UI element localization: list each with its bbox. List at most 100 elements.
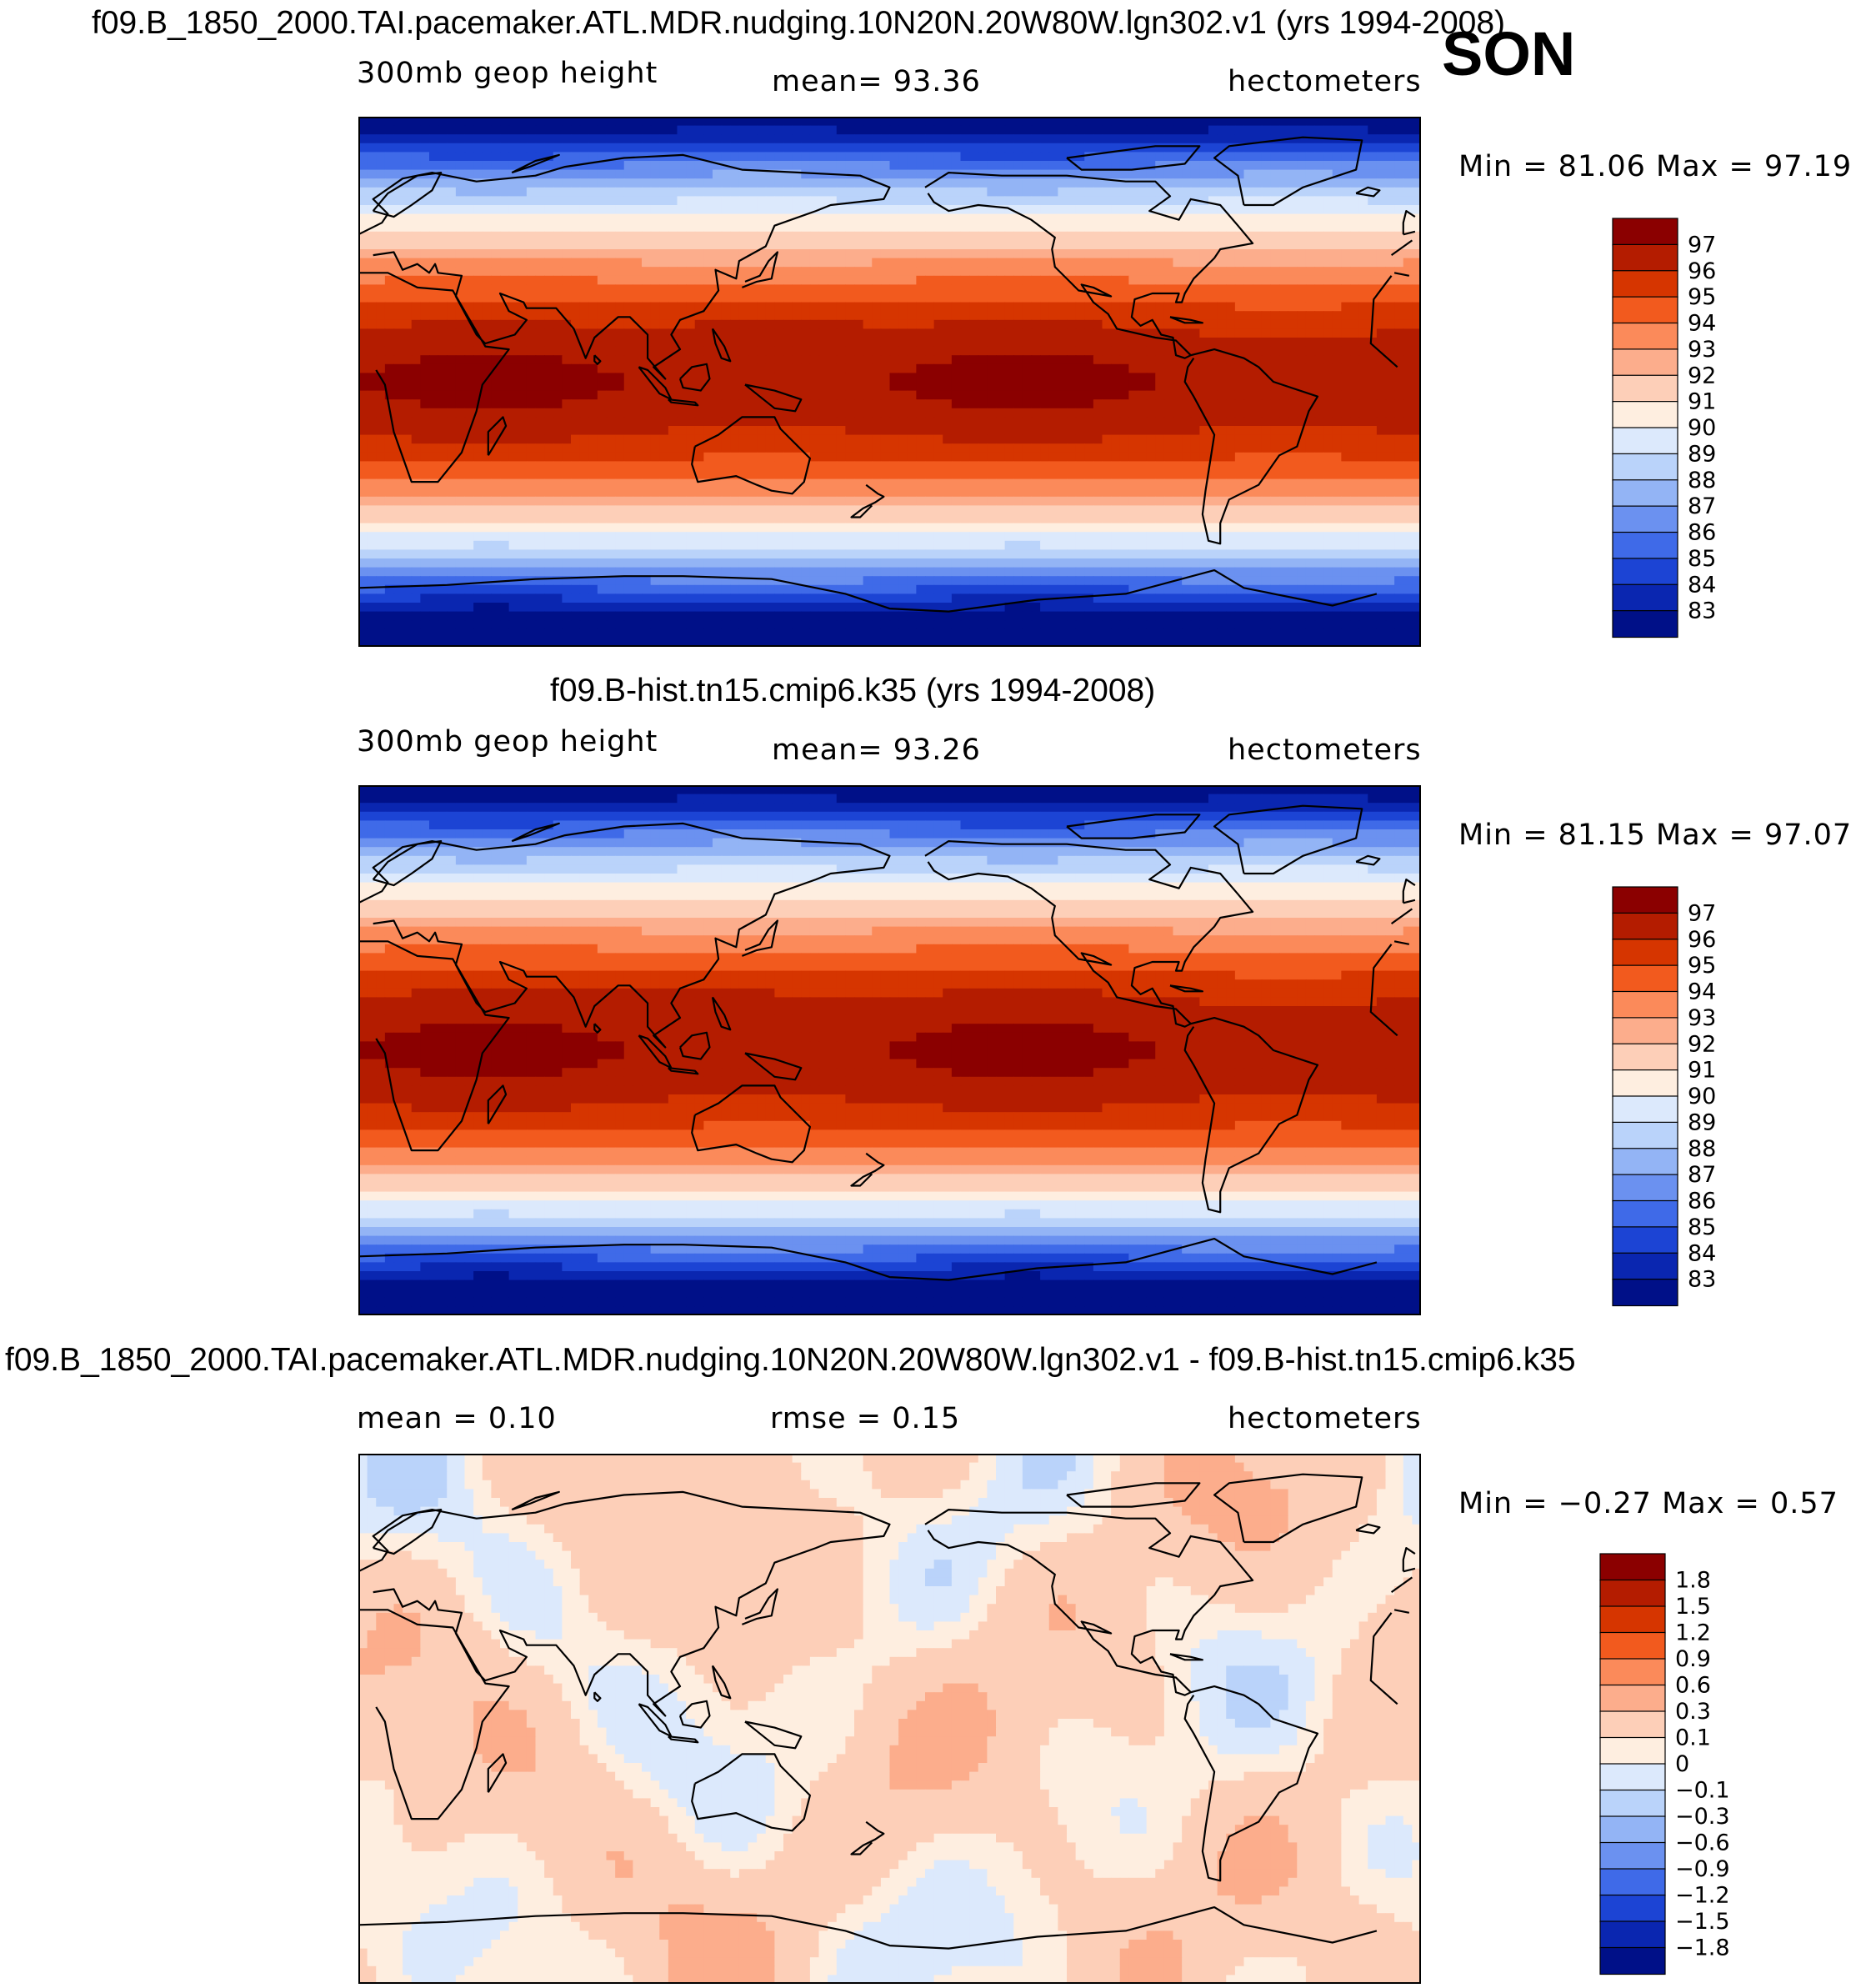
coastline-uk <box>1402 1547 1416 1573</box>
coastline-new-guinea <box>744 383 803 413</box>
colorbar-box <box>1599 1553 1666 1581</box>
coastline-australia <box>691 416 811 495</box>
coastline-scandinavia <box>372 172 443 218</box>
coastline-antarctica <box>358 1906 1378 1950</box>
colorbar-box <box>1599 1658 1666 1686</box>
coastline-uk <box>1402 879 1416 904</box>
colorbar-tick-label: 84 <box>1688 1240 1716 1266</box>
colorbar-box <box>1612 558 1678 586</box>
colorbar-tick-label: 94 <box>1688 311 1716 337</box>
colorbar-tick-label: 90 <box>1688 415 1716 441</box>
coastlines <box>358 804 1416 1281</box>
coastline-iceland <box>1355 854 1381 866</box>
colorbar-tick-label: 92 <box>1688 363 1716 388</box>
coastline-north-america <box>924 172 1254 359</box>
coastline-madagascar <box>487 1084 508 1124</box>
coastline-uk <box>1402 210 1416 236</box>
coastline-new-guinea <box>744 1052 803 1081</box>
colorbar-tick-label: 0.3 <box>1675 1699 1711 1725</box>
coastline-south-america <box>1183 1685 1319 1882</box>
colorbar-box <box>1599 1736 1666 1765</box>
coastlines <box>358 1473 1416 1950</box>
colorbar-tick-label: 85 <box>1688 1214 1716 1240</box>
coastline-south-america <box>1183 1017 1319 1214</box>
colorbar-tick-label: 97 <box>1688 232 1716 258</box>
coastline-new-guinea <box>744 1720 803 1750</box>
coastline-new-zealand <box>850 483 885 518</box>
coastline-philippines <box>711 328 732 363</box>
colorbar-box <box>1599 1763 1666 1791</box>
colorbar-box <box>1612 348 1678 377</box>
colorbar-box <box>1612 912 1678 940</box>
colorbar-tick-label: 85 <box>1688 546 1716 572</box>
coastline-novaya-zemlya <box>511 822 560 843</box>
coastline-eurasia <box>358 153 1413 380</box>
colorbar-box <box>1612 243 1678 272</box>
colorbar-tick-label: 95 <box>1688 953 1716 979</box>
coastline-cuba <box>1169 984 1203 993</box>
coastlines <box>358 136 1416 613</box>
colorbar-tick-label: 0.1 <box>1675 1725 1711 1751</box>
coastline-antarctica <box>358 569 1378 613</box>
panel-2-map-svg <box>358 785 1421 1315</box>
colorbar-box <box>1599 1841 1666 1870</box>
colorbar-box <box>1612 1017 1678 1045</box>
colorbar-box <box>1612 401 1678 429</box>
map-border <box>358 785 1421 1315</box>
coastline-japan <box>741 919 778 957</box>
colorbar-tick-label: 87 <box>1688 493 1716 519</box>
panel-1-map-svg <box>358 117 1421 647</box>
coastline-africa <box>358 272 1398 483</box>
coastline-madagascar <box>487 1753 508 1793</box>
coastline-japan <box>741 1588 778 1625</box>
colorbar-tick-label: 87 <box>1688 1162 1716 1188</box>
colorbar-tick-label: 93 <box>1688 1005 1716 1031</box>
panel-3-rmse: rmse = 0.15 <box>770 1402 960 1435</box>
colorbar-tick-label: −0.3 <box>1675 1804 1730 1830</box>
colorbar-box <box>1612 1279 1678 1307</box>
coastline-greenland <box>1213 136 1363 207</box>
colorbar-box <box>1612 964 1678 993</box>
colorbar-box <box>1612 990 1678 1019</box>
colorbar-box <box>1612 270 1678 298</box>
panel-1-units: hectometers <box>1228 65 1422 98</box>
panel-3-colorbar-svg: 1.81.51.20.90.60.30.10−0.1−0.3−0.6−0.9−1… <box>1599 1553 1730 1975</box>
colorbar-box <box>1599 1946 1666 1975</box>
filled-contours <box>358 117 1421 647</box>
coastline-borneo <box>678 363 711 392</box>
colorbar-box <box>1599 1684 1666 1713</box>
colorbar-tick-label: −1.8 <box>1675 1935 1730 1961</box>
map-border <box>358 117 1421 647</box>
coastline-philippines <box>711 1665 732 1700</box>
coastline-scandinavia <box>372 840 443 887</box>
panel-2-map <box>358 785 1421 1315</box>
coastline-java <box>668 398 699 407</box>
panel-2-units: hectometers <box>1228 734 1422 767</box>
colorbar-tick-label: 89 <box>1688 1109 1716 1135</box>
filled-contours <box>358 785 1421 1315</box>
coastline-antarctica <box>358 1238 1378 1281</box>
coastline-arctic-islands <box>1066 814 1201 839</box>
colorbar-tick-label: 0.9 <box>1675 1646 1711 1672</box>
colorbar-box <box>1599 1789 1666 1818</box>
colorbar-box <box>1599 1920 1666 1949</box>
colorbar-tick-label: 90 <box>1688 1084 1716 1109</box>
colorbar-box <box>1599 1710 1666 1739</box>
colorbar-tick-label: 1.5 <box>1675 1594 1711 1620</box>
colorbar-box <box>1612 296 1678 324</box>
coastline-africa <box>358 1609 1398 1820</box>
colorbar-tick-label: 92 <box>1688 1031 1716 1057</box>
panel-1-colorbar: 97 96 95 94 93 92 91 90 89 88 87 86 85 84 83 <box>1612 218 1716 638</box>
colorbar-tick-label: 88 <box>1688 468 1716 493</box>
colorbar-box <box>1612 939 1678 967</box>
coastline-scandinavia <box>372 1509 443 1555</box>
colorbar-box <box>1612 583 1678 612</box>
panel-2-variable: 300mb geop height <box>357 725 658 759</box>
coastline-north-america <box>924 840 1254 1028</box>
coastline-australia <box>691 1084 811 1164</box>
colorbar-tick-label: 84 <box>1688 572 1716 598</box>
colorbar-box <box>1612 1174 1678 1202</box>
colorbar-tick-label: 96 <box>1688 927 1716 953</box>
